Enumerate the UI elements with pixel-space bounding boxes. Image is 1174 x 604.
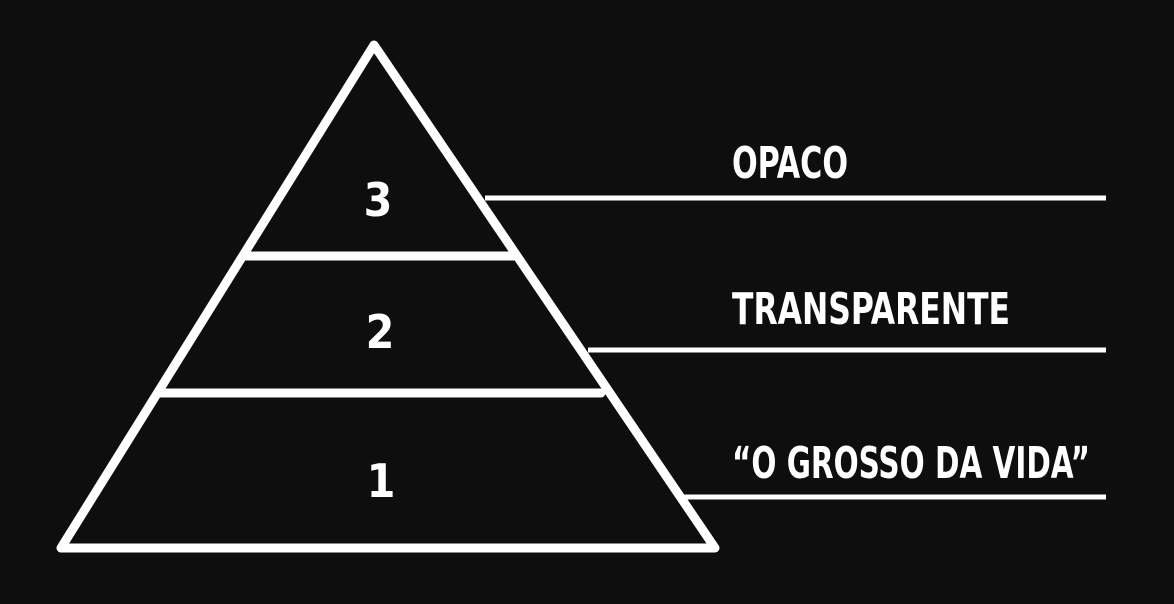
level-label-opaco: OPACO	[732, 138, 848, 189]
level-label-grosso-da-vida: “O GROSSO DA VIDA”	[732, 438, 1090, 489]
level-number-1: 1	[367, 454, 396, 508]
level-number-3: 3	[364, 173, 393, 227]
level-number-2: 2	[366, 305, 395, 359]
level-label-transparente: TRANSPARENTE	[732, 284, 1010, 335]
pyramid-outline	[56, 40, 720, 553]
